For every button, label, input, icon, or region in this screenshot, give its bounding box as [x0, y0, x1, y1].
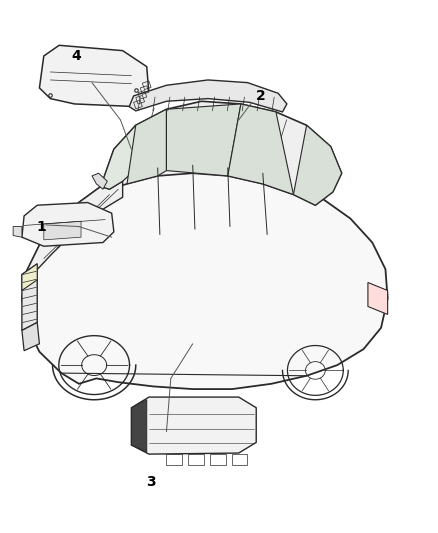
Polygon shape — [131, 397, 256, 454]
Polygon shape — [92, 173, 107, 189]
Polygon shape — [22, 165, 388, 389]
Polygon shape — [101, 101, 342, 205]
Polygon shape — [228, 104, 293, 195]
Text: 4: 4 — [72, 49, 81, 63]
Polygon shape — [22, 264, 37, 290]
Text: 3: 3 — [146, 475, 156, 489]
Text: 2: 2 — [256, 89, 265, 103]
Polygon shape — [293, 125, 342, 205]
Polygon shape — [101, 125, 155, 189]
Polygon shape — [368, 282, 388, 314]
Polygon shape — [127, 109, 166, 184]
Polygon shape — [166, 104, 241, 176]
Polygon shape — [13, 227, 22, 237]
Polygon shape — [129, 80, 287, 112]
Polygon shape — [44, 221, 81, 240]
Polygon shape — [131, 400, 147, 452]
Text: 1: 1 — [37, 220, 46, 233]
Polygon shape — [22, 322, 39, 351]
Polygon shape — [22, 203, 114, 246]
Polygon shape — [26, 181, 123, 282]
Polygon shape — [22, 264, 37, 330]
Polygon shape — [39, 45, 149, 107]
